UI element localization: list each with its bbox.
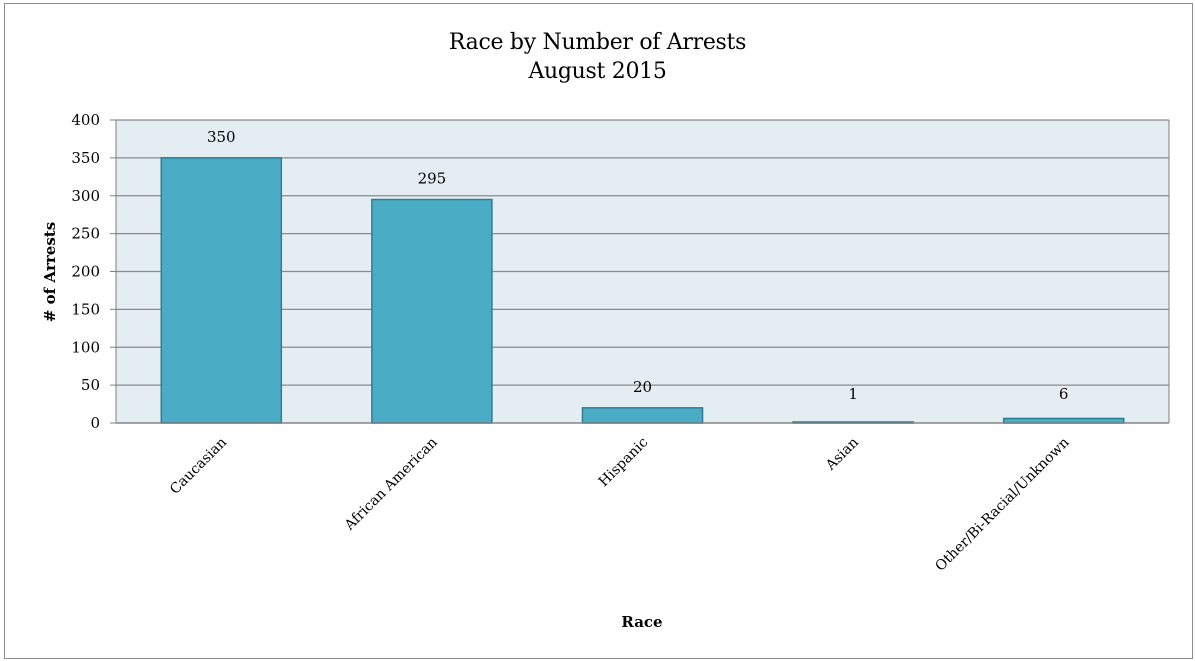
data-labels: 350 295 20 1 6 (207, 128, 1068, 403)
category-label: Hispanic (596, 434, 652, 490)
y-tick-label: 300 (71, 187, 100, 205)
y-tick-label: 0 (90, 414, 100, 432)
bars (160, 157, 1125, 424)
category-labels: Caucasian African American Hispanic Asian Ot… (167, 434, 1073, 574)
chart-title: Race by Number of Arrests (448, 30, 747, 55)
y-tick-label: 200 (71, 263, 100, 281)
y-tick-label: 100 (71, 338, 100, 356)
y-tick-label: 150 (71, 300, 100, 318)
y-tick-label: 50 (81, 376, 100, 394)
category-label: Other/Bi-Racial/Unknown (932, 435, 1072, 575)
category-label: Caucasian (167, 435, 230, 498)
category-label: Asian (822, 435, 862, 475)
category-label: African American (341, 435, 441, 535)
data-label: 6 (1059, 385, 1069, 403)
bar (581, 407, 704, 424)
y-tick-label: 400 (71, 111, 100, 129)
chart-subtitle: August 2015 (528, 59, 667, 84)
y-tick-labels: 0 50 100 150 200 250 300 350 400 (71, 111, 100, 432)
y-tick-label: 250 (71, 225, 100, 243)
axes (115, 120, 1170, 424)
data-label: 1 (848, 385, 858, 403)
data-label: 295 (418, 170, 447, 188)
y-axis-title: # of Arrests (41, 222, 59, 322)
data-label: 350 (207, 128, 236, 146)
bar (371, 198, 493, 424)
y-tick-label: 350 (71, 149, 100, 167)
bar (1002, 417, 1125, 424)
x-axis-title: Race (621, 613, 662, 631)
bar (160, 157, 283, 424)
data-label: 20 (633, 378, 652, 396)
